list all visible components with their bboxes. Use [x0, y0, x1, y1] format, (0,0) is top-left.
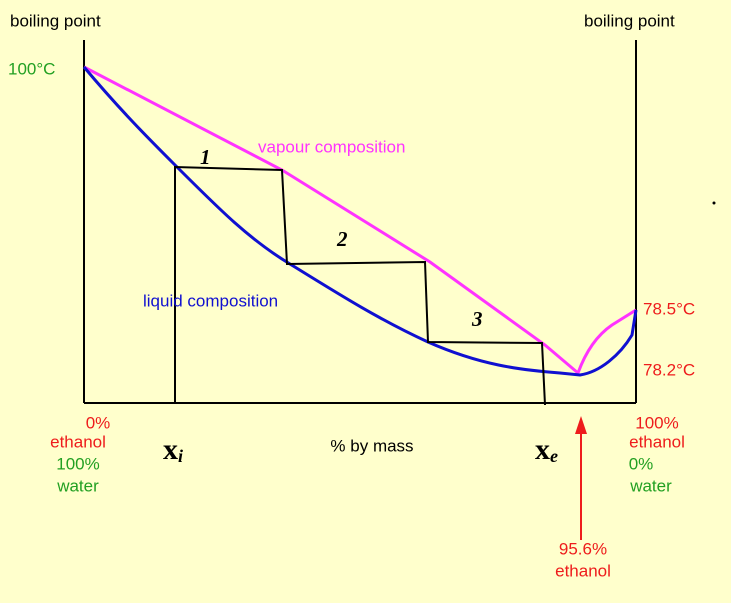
vapour-label: vapour composition	[258, 137, 405, 156]
liquid-curve	[82, 66, 638, 377]
left-water: water	[56, 476, 99, 495]
left-ethanol: ethanol	[50, 432, 106, 451]
azeotrope-ethanol: ethanol	[555, 561, 611, 580]
left-axis-label: boiling point	[10, 11, 101, 30]
dot	[712, 201, 716, 205]
azeotrope-bp: 78.2°C	[643, 360, 695, 379]
xi-marker: xi	[163, 433, 183, 466]
step-label: 3	[471, 307, 483, 331]
right-axis-label: boiling point	[584, 11, 675, 30]
right-ethanol-pct: 100%	[635, 413, 678, 432]
water-bp: 100°C	[8, 59, 55, 78]
liquid-label: liquid composition	[143, 291, 278, 310]
left-water-pct: 100%	[56, 454, 99, 473]
xi-base: x	[163, 433, 178, 466]
xe-sub: e	[550, 446, 558, 466]
xe-marker: xe	[535, 433, 558, 466]
vapour-curve	[83, 65, 637, 376]
right-water: water	[629, 476, 672, 495]
xi-sub: i	[178, 446, 183, 466]
step-path	[174, 165, 546, 406]
right-water-pct: 0%	[629, 454, 654, 473]
right-ethanol: ethanol	[629, 432, 685, 451]
x-axis-label: % by mass	[330, 436, 413, 455]
step-label: 2	[336, 227, 348, 251]
xe-base: x	[535, 433, 550, 466]
azeotrope-pct: 95.6%	[559, 539, 607, 558]
steps-lines	[174, 165, 546, 406]
step-label: 1	[200, 145, 211, 169]
left-ethanol-pct: 0%	[86, 413, 111, 432]
ethanol-bp: 78.5°C	[643, 299, 695, 318]
arrow-head	[575, 416, 587, 434]
